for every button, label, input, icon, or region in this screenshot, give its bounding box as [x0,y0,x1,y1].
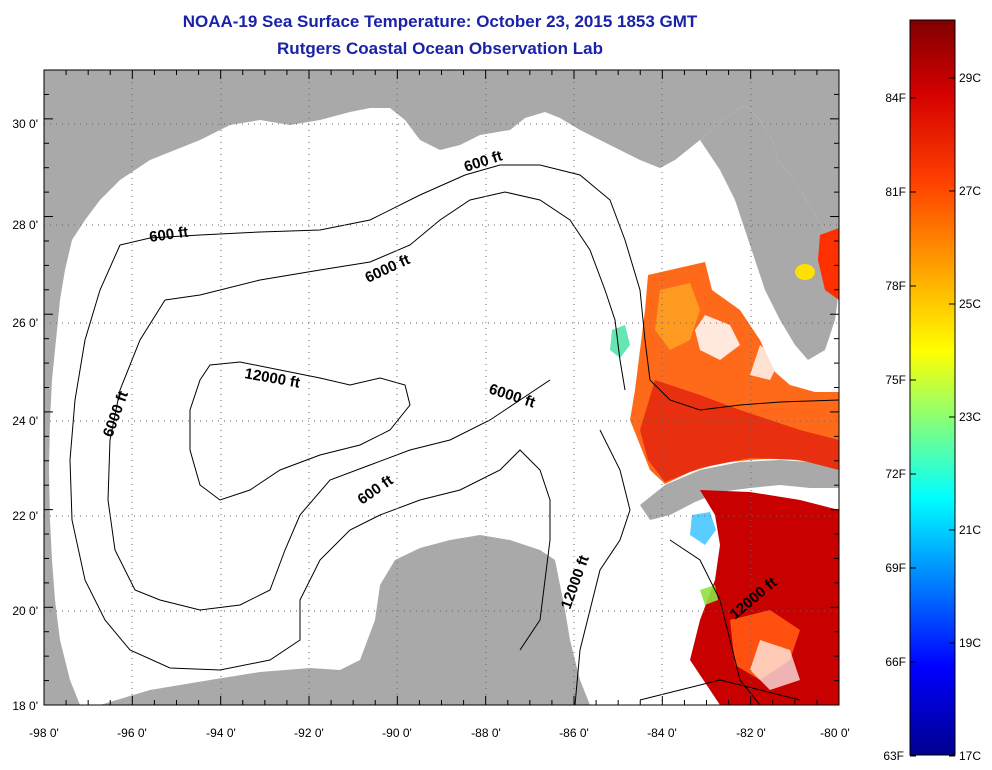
x-tick-label: -96 0' [117,726,147,740]
colorbar-c-label: 27C [959,184,981,198]
map-title: NOAA-19 Sea Surface Temperature: October… [182,12,698,31]
contour-label: 600 ft [148,224,189,246]
colorbar-f-label: 63F [883,749,904,763]
colorbar-c-label: 19C [959,636,981,650]
sst-swath [610,228,839,705]
colorbar-f-label: 72F [885,467,906,481]
colorbar-f-label: 84F [885,91,906,105]
colorbar-c-label: 17C [959,749,981,763]
map-subtitle: Rutgers Coastal Ocean Observation Lab [277,39,603,58]
x-tick-label: -92 0' [294,726,324,740]
y-tick-label: 26 0' [12,316,38,330]
x-tick-label: -84 0' [647,726,677,740]
colorbar-c-label: 21C [959,523,981,537]
x-tick-label: -90 0' [382,726,412,740]
land-mexico-yucatan [80,535,590,705]
y-tick-label: 18 0' [12,699,38,713]
colorbar-ticks [910,77,955,757]
colorbar-c-label: 25C [959,297,981,311]
land-florida [700,105,839,360]
x-tick-label: -82 0' [736,726,766,740]
y-tick-label: 24 0' [12,414,38,428]
colorbar-c-label: 23C [959,410,981,424]
lat-lon-grid [44,70,839,705]
bathymetry-contours [69,164,839,705]
x-tick-label: -88 0' [471,726,501,740]
colorbar-f-label: 69F [885,561,906,575]
y-axis-labels: 18 0' 20 0' 22 0' 24 0' 26 0' 28 0' 30 0… [12,117,38,713]
colorbar-c-label: 29C [959,71,981,85]
x-tick-label: -98 0' [29,726,59,740]
x-tick-label: -80 0' [820,726,850,740]
y-tick-label: 28 0' [12,218,38,232]
colorbar [909,19,956,756]
y-tick-label: 20 0' [12,604,38,618]
colorbar-f-label: 75F [885,373,906,387]
colorbar-fahrenheit-labels: 84F 81F 78F 75F 72F 69F 66F 63F [883,91,906,763]
y-tick-label: 30 0' [12,117,38,131]
y-tick-label: 22 0' [12,509,38,523]
x-tick-label: -86 0' [559,726,589,740]
x-axis-labels: -98 0' -96 0' -94 0' -92 0' -90 0' -88 0… [29,726,850,740]
axis-ticks [43,69,840,706]
land-cuba [640,460,839,520]
colorbar-f-label: 78F [885,279,906,293]
x-tick-label: -94 0' [206,726,236,740]
colorbar-celsius-labels: 29C 27C 25C 23C 21C 19C 17C [959,71,981,763]
colorbar-f-label: 81F [885,185,906,199]
colorbar-f-label: 66F [885,655,906,669]
land-us-gulf-coast [44,70,839,705]
